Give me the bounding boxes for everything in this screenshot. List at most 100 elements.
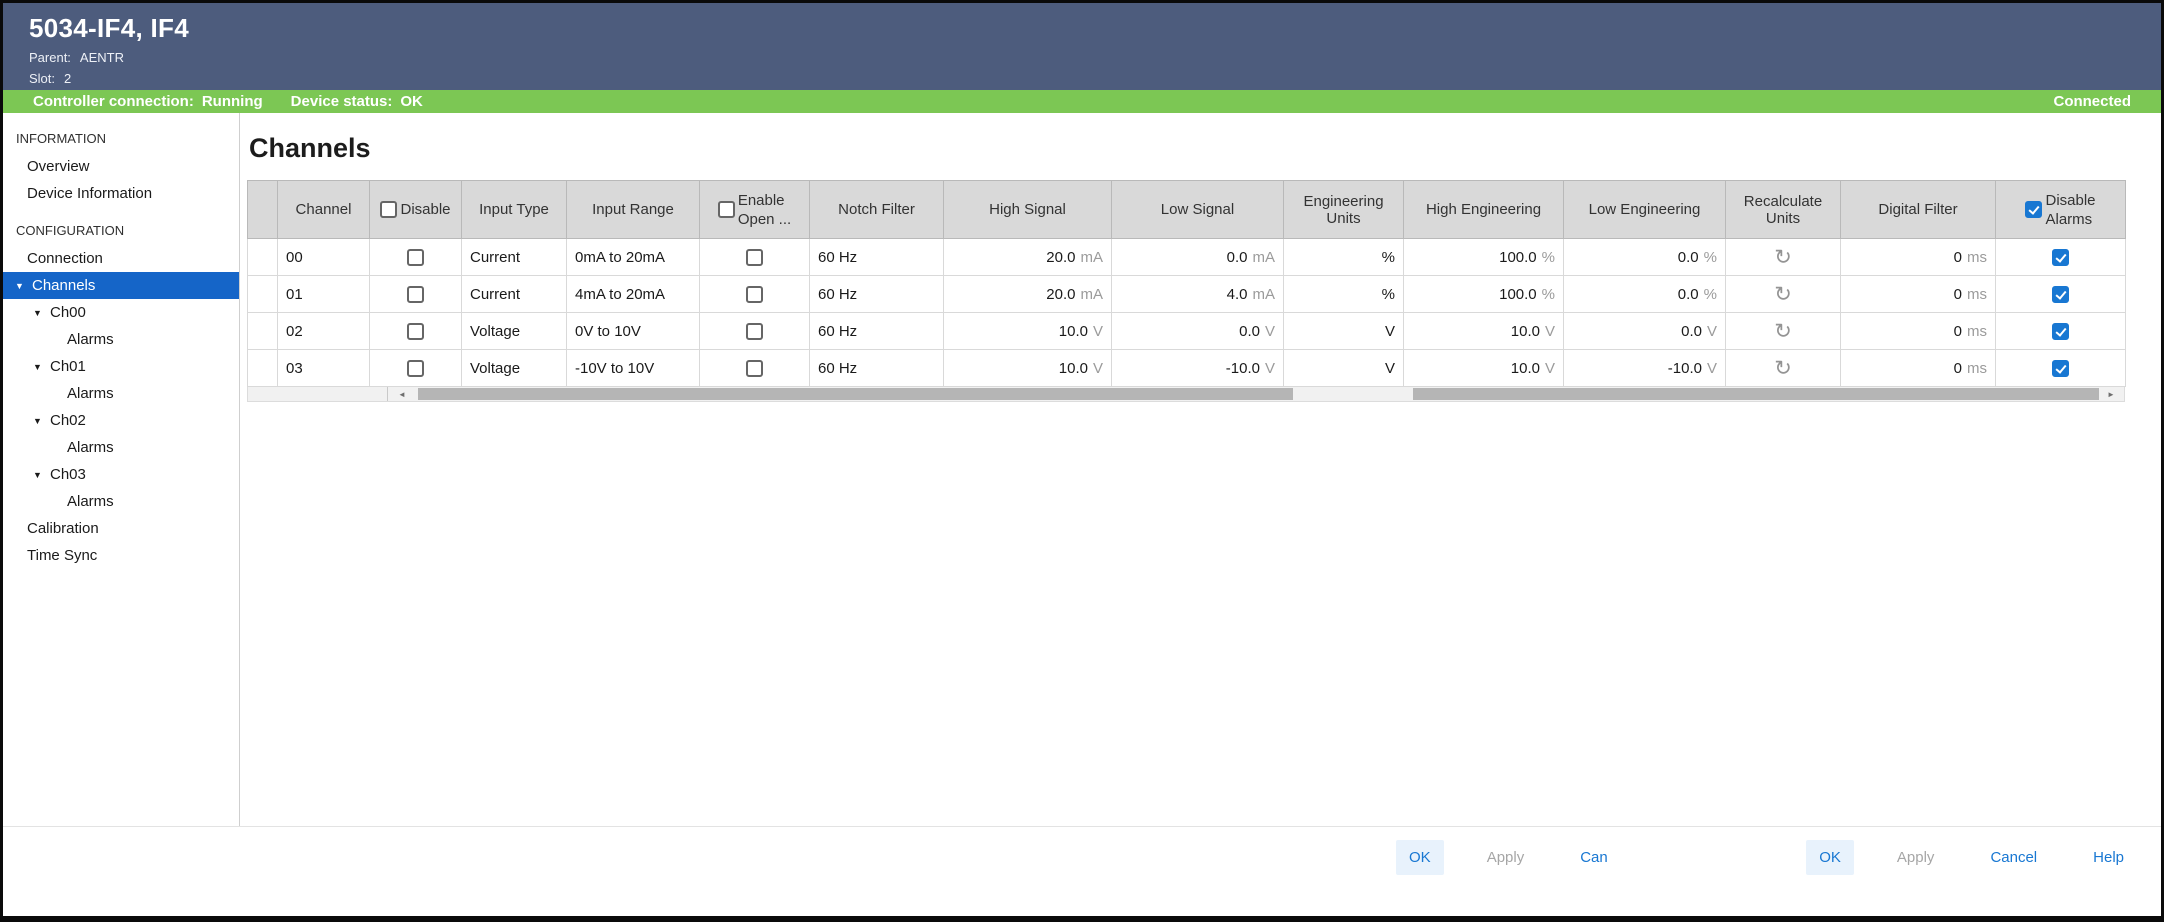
sidebar-item-calibration[interactable]: Calibration	[27, 520, 99, 537]
ok-button[interactable]: OK	[1806, 840, 1854, 875]
sidebar-item-ch02-alarms[interactable]: Alarms	[67, 439, 114, 456]
disable-checkbox[interactable]	[407, 285, 424, 303]
low-engineering-cell[interactable]: 0.0 V	[1563, 312, 1726, 350]
sidebar-item-ch02[interactable]: ▼ Ch02	[3, 407, 239, 434]
row-stub[interactable]	[247, 238, 278, 276]
sidebar-item-ch03[interactable]: ▼ Ch03	[3, 461, 239, 488]
high-engineering-cell[interactable]: 10.0 V	[1403, 349, 1564, 387]
low-signal-cell[interactable]: -10.0 V	[1111, 349, 1284, 387]
disable-checkbox[interactable]	[407, 359, 424, 377]
parent-value: AENTR	[79, 50, 124, 65]
recalculate-icon[interactable]: ↻	[1774, 282, 1792, 306]
recalculate-units-cell[interactable]: ↻	[1725, 275, 1841, 313]
enable-open-checkbox[interactable]	[746, 322, 763, 340]
collapse-triangle-icon[interactable]: ▼	[15, 281, 24, 291]
sidebar-item-connection[interactable]: Connection	[27, 250, 103, 267]
ok-button[interactable]: OK	[1396, 840, 1444, 875]
scroll-right-arrow-icon[interactable]: ►	[2107, 389, 2115, 399]
input-range-cell[interactable]: 0mA to 20mA	[566, 238, 700, 276]
collapse-triangle-icon[interactable]: ▼	[33, 470, 42, 480]
input-type-cell[interactable]: Voltage	[461, 349, 567, 387]
input-type-cell[interactable]: Voltage	[461, 312, 567, 350]
enable-open-checkbox[interactable]	[746, 359, 763, 377]
high-signal-cell[interactable]: 10.0 V	[943, 312, 1112, 350]
low-engineering-cell[interactable]: -10.0 V	[1563, 349, 1726, 387]
row-stub[interactable]	[247, 275, 278, 313]
disable-checkbox[interactable]	[407, 248, 424, 266]
notch-filter-cell[interactable]: 60 Hz	[809, 275, 944, 313]
input-type-cell[interactable]: Current	[461, 275, 567, 313]
high-signal-cell[interactable]: 10.0 V	[943, 349, 1112, 387]
table-row: 00 Current 0mA to 20mA 60 Hz 20.0 mA 0.0 m…	[247, 238, 2126, 276]
engineering-units-cell[interactable]: V	[1283, 349, 1404, 387]
notch-filter-cell[interactable]: 60 Hz	[809, 312, 944, 350]
engineering-units-cell[interactable]: V	[1283, 312, 1404, 350]
digital-filter-cell[interactable]: 0 ms	[1840, 275, 1996, 313]
high-signal-cell[interactable]: 20.0 mA	[943, 238, 1112, 276]
disable-alarms-checkbox[interactable]	[2052, 248, 2069, 266]
sidebar-item-channels[interactable]: ▼ Channels	[3, 272, 239, 299]
channels-table: Channel Disable Input Type Input Range E…	[247, 180, 2126, 387]
scroll-left-arrow-icon[interactable]: ◄	[398, 389, 406, 399]
scrollbar-thumb[interactable]	[1413, 388, 2099, 400]
recalculate-units-cell[interactable]: ↻	[1725, 312, 1841, 350]
cancel-button-truncated[interactable]: Can	[1567, 840, 1621, 875]
row-stub[interactable]	[247, 349, 278, 387]
disable-alarms-checkbox[interactable]	[2052, 359, 2069, 377]
digital-filter-cell[interactable]: 0 ms	[1840, 349, 1996, 387]
notch-filter-cell[interactable]: 60 Hz	[809, 238, 944, 276]
recalculate-icon[interactable]: ↻	[1774, 245, 1792, 269]
row-stub[interactable]	[247, 312, 278, 350]
engineering-units-cell[interactable]: %	[1283, 275, 1404, 313]
high-signal-cell[interactable]: 20.0 mA	[943, 275, 1112, 313]
apply-button[interactable]: Apply	[1884, 840, 1948, 875]
sidebar-item-device-information[interactable]: Device Information	[27, 185, 153, 202]
col-enable-open: Enable Open ...	[699, 180, 810, 239]
low-signal-cell[interactable]: 0.0 V	[1111, 312, 1284, 350]
digital-filter-cell[interactable]: 0 ms	[1840, 238, 1996, 276]
notch-filter-cell[interactable]: 60 Hz	[809, 349, 944, 387]
low-engineering-cell[interactable]: 0.0%	[1563, 275, 1726, 313]
enable-open-checkbox[interactable]	[746, 285, 763, 303]
input-range-cell[interactable]: -10V to 10V	[566, 349, 700, 387]
apply-button[interactable]: Apply	[1474, 840, 1538, 875]
disable-alarms-all-checkbox[interactable]	[2025, 201, 2043, 218]
low-signal-cell[interactable]: 4.0 mA	[1111, 275, 1284, 313]
collapse-triangle-icon[interactable]: ▼	[33, 308, 42, 318]
sidebar-item-ch00[interactable]: ▼ Ch00	[3, 299, 239, 326]
enable-open-all-checkbox[interactable]	[717, 201, 735, 218]
recalculate-units-cell[interactable]: ↻	[1725, 238, 1841, 276]
sidebar-item-ch03-alarms[interactable]: Alarms	[67, 493, 114, 510]
sidebar-item-time-sync[interactable]: Time Sync	[27, 547, 98, 564]
high-engineering-cell[interactable]: 100.0%	[1403, 238, 1564, 276]
collapse-triangle-icon[interactable]: ▼	[33, 416, 42, 426]
recalculate-icon[interactable]: ↻	[1774, 356, 1792, 380]
low-signal-cell[interactable]: 0.0 mA	[1111, 238, 1284, 276]
disable-alarms-checkbox[interactable]	[2052, 285, 2069, 303]
low-engineering-cell[interactable]: 0.0%	[1563, 238, 1726, 276]
sidebar-item-ch01[interactable]: ▼ Ch01	[3, 353, 239, 380]
scrollbar-thumb[interactable]	[418, 388, 1293, 400]
high-engineering-cell[interactable]: 10.0 V	[1403, 312, 1564, 350]
table-row: 03 Voltage -10V to 10V 60 Hz 10.0 V -10.0…	[247, 349, 2126, 387]
recalculate-icon[interactable]: ↻	[1774, 319, 1792, 343]
sidebar-item-ch00-alarms[interactable]: Alarms	[67, 331, 114, 348]
high-engineering-cell[interactable]: 100.0%	[1403, 275, 1564, 313]
input-type-cell[interactable]: Current	[461, 238, 567, 276]
digital-filter-cell[interactable]: 0 ms	[1840, 312, 1996, 350]
disable-checkbox[interactable]	[407, 322, 424, 340]
cancel-button[interactable]: Cancel	[1977, 840, 2050, 875]
engineering-units-cell[interactable]: %	[1283, 238, 1404, 276]
help-button[interactable]: Help	[2080, 840, 2137, 875]
disable-alarms-checkbox[interactable]	[2052, 322, 2069, 340]
disable-all-checkbox[interactable]	[380, 201, 398, 218]
enable-open-checkbox[interactable]	[746, 248, 763, 266]
row-stub-header	[247, 180, 278, 239]
collapse-triangle-icon[interactable]: ▼	[33, 362, 42, 372]
sidebar-item-overview[interactable]: Overview	[27, 158, 90, 175]
sidebar-item-ch01-alarms[interactable]: Alarms	[67, 385, 114, 402]
recalculate-units-cell[interactable]: ↻	[1725, 349, 1841, 387]
input-range-cell[interactable]: 4mA to 20mA	[566, 275, 700, 313]
input-range-cell[interactable]: 0V to 10V	[566, 312, 700, 350]
horizontal-scrollbar[interactable]: ◄ ►	[247, 387, 2125, 402]
